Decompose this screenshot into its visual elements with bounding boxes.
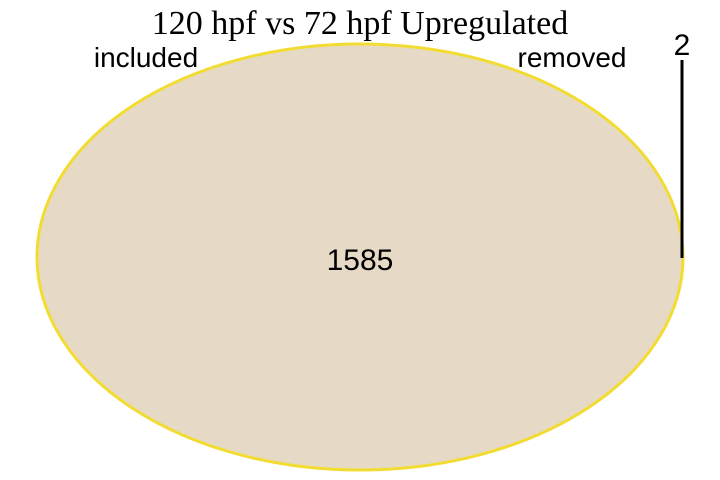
set-label-included: included bbox=[94, 42, 198, 73]
set-label-removed: removed bbox=[518, 42, 627, 73]
region-count-included-only: 1585 bbox=[327, 244, 394, 277]
diagram-title: 120 hpf vs 72 hpf Upregulated bbox=[152, 5, 568, 42]
region-count-removed-only: 2 bbox=[674, 29, 691, 62]
